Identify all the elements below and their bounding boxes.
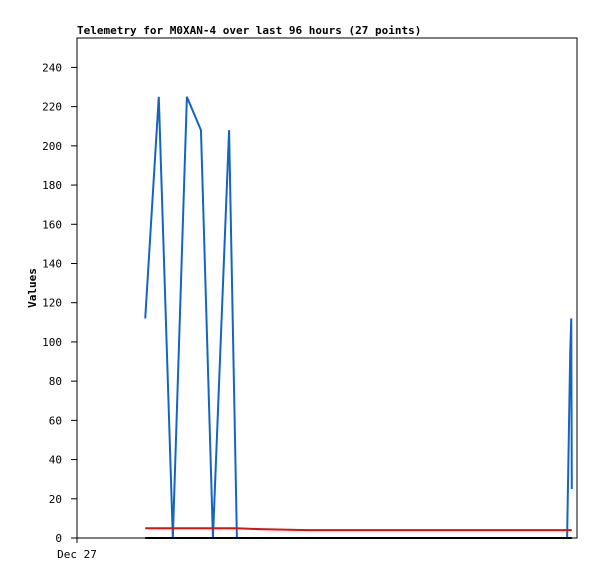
y-tick-label: 100 bbox=[42, 336, 62, 349]
series-line bbox=[144, 96, 573, 539]
chart-title: Telemetry for M0XAN-4 over last 96 hours… bbox=[77, 24, 421, 37]
y-tick-label: 200 bbox=[42, 140, 62, 153]
plot-frame bbox=[76, 37, 578, 539]
x-tick-label: Dec 27 bbox=[57, 548, 97, 561]
y-tick-label: 140 bbox=[42, 257, 62, 270]
y-tick-label: 180 bbox=[42, 179, 62, 192]
y-tick-label: 160 bbox=[42, 218, 62, 231]
y-tick-label: 40 bbox=[49, 454, 62, 467]
y-tick-label: 120 bbox=[42, 297, 62, 310]
y-tick-label: 60 bbox=[49, 414, 62, 427]
y-tick-label: 20 bbox=[49, 493, 62, 506]
y-axis-label: Values bbox=[26, 268, 39, 308]
y-tick-label: 80 bbox=[49, 375, 62, 388]
y-tick-label: 0 bbox=[55, 532, 62, 545]
y-tick-label: 220 bbox=[42, 101, 62, 114]
series-line bbox=[145, 527, 572, 532]
y-tick-label: 240 bbox=[42, 61, 62, 74]
